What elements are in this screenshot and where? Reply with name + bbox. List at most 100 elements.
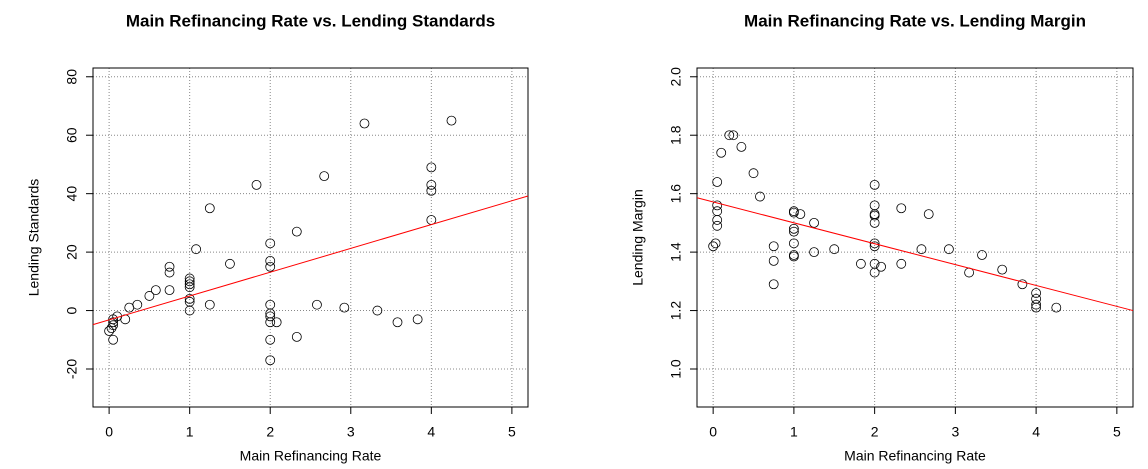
- point: [768, 279, 779, 290]
- y-tick-label: 60: [64, 127, 80, 143]
- y-tick-label: 1.6: [668, 184, 684, 204]
- point: [184, 305, 195, 316]
- point: [108, 320, 119, 331]
- y-axis-label: Lending Standards: [26, 179, 42, 297]
- point: [291, 331, 302, 342]
- chart-title: Main Refinancing Rate vs. Lending Margin: [744, 11, 1086, 30]
- plot-frame: [92, 67, 529, 408]
- point: [164, 285, 175, 296]
- point: [788, 226, 799, 237]
- y-tick-label: 1.2: [668, 301, 684, 321]
- point: [446, 115, 457, 126]
- x-tick-label: 5: [1113, 424, 1121, 440]
- point: [412, 314, 423, 325]
- point: [869, 179, 880, 190]
- x-tick-label: 0: [105, 424, 113, 440]
- point: [997, 264, 1008, 275]
- point: [795, 209, 806, 220]
- point: [809, 217, 819, 228]
- y-axis-label: Lending Margin: [630, 189, 646, 286]
- x-tick-label: 5: [508, 424, 516, 440]
- y-tick-label: 1.8: [668, 125, 684, 145]
- y-tick-label: 40: [64, 186, 80, 202]
- point: [426, 162, 437, 173]
- x-tick-label: 2: [871, 424, 879, 440]
- point: [204, 203, 215, 214]
- point: [339, 302, 350, 313]
- point: [1051, 302, 1062, 313]
- point: [736, 142, 747, 152]
- x-tick-label: 1: [186, 424, 194, 440]
- x-tick-label: 3: [347, 424, 355, 440]
- point: [225, 258, 235, 269]
- point: [755, 191, 765, 202]
- point: [392, 317, 403, 328]
- point: [164, 267, 175, 278]
- point: [265, 355, 276, 366]
- point: [923, 209, 934, 220]
- x-tick-label: 1: [790, 424, 798, 440]
- point: [712, 177, 723, 187]
- point: [708, 241, 719, 252]
- point: [164, 261, 175, 272]
- point: [271, 317, 282, 328]
- point: [869, 217, 880, 228]
- point: [265, 238, 276, 249]
- point: [184, 279, 195, 290]
- y-tick-label: 20: [64, 244, 80, 260]
- point: [265, 299, 276, 310]
- point: [372, 305, 383, 316]
- point: [1031, 302, 1042, 313]
- point: [1031, 288, 1042, 298]
- point: [728, 130, 739, 141]
- point: [809, 247, 819, 258]
- point: [265, 255, 276, 266]
- chart-title: Main Refinancing Rate vs. Lending Standa…: [126, 11, 495, 30]
- point: [291, 226, 302, 237]
- point: [748, 168, 759, 179]
- point: [788, 207, 799, 218]
- point: [716, 147, 727, 158]
- point: [1031, 299, 1042, 310]
- point: [1017, 279, 1028, 290]
- point: [312, 299, 322, 310]
- point: [150, 285, 161, 296]
- point: [712, 215, 723, 225]
- point: [144, 291, 155, 301]
- point: [788, 251, 799, 262]
- point: [712, 200, 723, 211]
- point: [856, 258, 866, 269]
- point: [869, 200, 880, 211]
- point: [916, 244, 927, 255]
- point: [724, 130, 735, 141]
- point: [876, 261, 886, 272]
- regression-line: [696, 197, 1134, 312]
- y-tick-label: -20: [64, 359, 80, 379]
- point: [712, 220, 723, 231]
- y-tick-label: 0: [64, 306, 80, 314]
- x-tick-label: 4: [1032, 424, 1040, 440]
- x-tick-label: 4: [427, 424, 435, 440]
- point: [869, 238, 880, 249]
- x-axis-label: Main Refinancing Rate: [240, 448, 382, 464]
- y-tick-label: 1.4: [668, 242, 684, 262]
- point: [869, 267, 880, 278]
- point: [184, 293, 195, 304]
- point: [869, 241, 880, 252]
- y-tick-label: 2.0: [668, 67, 684, 87]
- x-tick-label: 0: [709, 424, 717, 440]
- point: [977, 250, 987, 260]
- point: [204, 299, 215, 310]
- point: [191, 244, 202, 255]
- x-axis-label: Main Refinancing Rate: [844, 448, 986, 464]
- point: [108, 334, 119, 345]
- point: [768, 241, 779, 252]
- point: [896, 258, 907, 269]
- point: [265, 261, 276, 272]
- y-tick-label: 1.0: [668, 359, 684, 379]
- point: [319, 171, 330, 182]
- point: [710, 238, 721, 249]
- point: [768, 255, 779, 266]
- point: [869, 210, 880, 221]
